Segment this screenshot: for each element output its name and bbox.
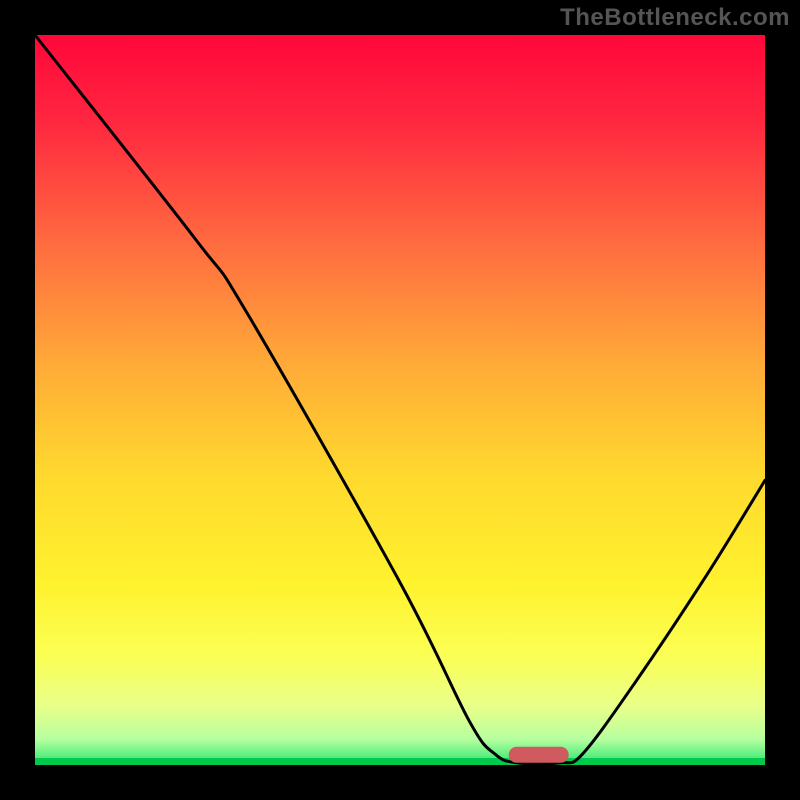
optimum-marker (509, 747, 569, 763)
plot-background (35, 35, 765, 765)
chart-frame: TheBottleneck.com (0, 0, 800, 800)
gradient-chart (0, 0, 800, 800)
watermark-text: TheBottleneck.com (560, 4, 790, 32)
bottom-accent-strip (35, 758, 765, 765)
